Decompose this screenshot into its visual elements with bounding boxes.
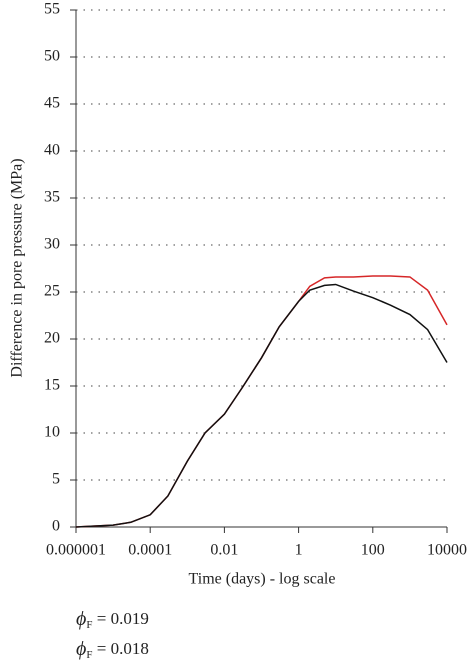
legend-entry: ϕF = 0.018 — [76, 638, 149, 661]
x-tick-label: 0.000001 — [46, 542, 106, 559]
series-line — [75, 275, 448, 528]
legend-entry: ϕF = 0.019 — [76, 608, 149, 631]
x-tick-label: 10000 — [427, 542, 467, 559]
x-tick-label: 100 — [361, 542, 385, 559]
y-tick-label: 50 — [44, 48, 60, 65]
x-tick-label: 0.01 — [210, 542, 238, 559]
y-tick-label: 30 — [44, 236, 60, 253]
y-tick-label: 25 — [44, 283, 60, 300]
y-tick-label: 0 — [52, 518, 60, 535]
x-tick-label: 1 — [295, 542, 303, 559]
y-tick-label: 40 — [44, 142, 60, 159]
y-tick-label: 55 — [44, 1, 60, 18]
y-tick-label: 20 — [44, 330, 60, 347]
y-tick-label: 15 — [44, 377, 60, 394]
series-line — [75, 283, 448, 528]
y-tick-label: 10 — [44, 424, 60, 441]
y-tick-label: 45 — [44, 95, 60, 112]
y-axis-label: Difference in pore pressure (MPa) — [9, 158, 26, 377]
x-axis-label: Time (days) - log scale — [189, 571, 336, 588]
y-tick-label: 5 — [52, 471, 60, 488]
x-tick-label: 0.0001 — [128, 542, 172, 559]
y-tick-label: 35 — [44, 189, 60, 206]
